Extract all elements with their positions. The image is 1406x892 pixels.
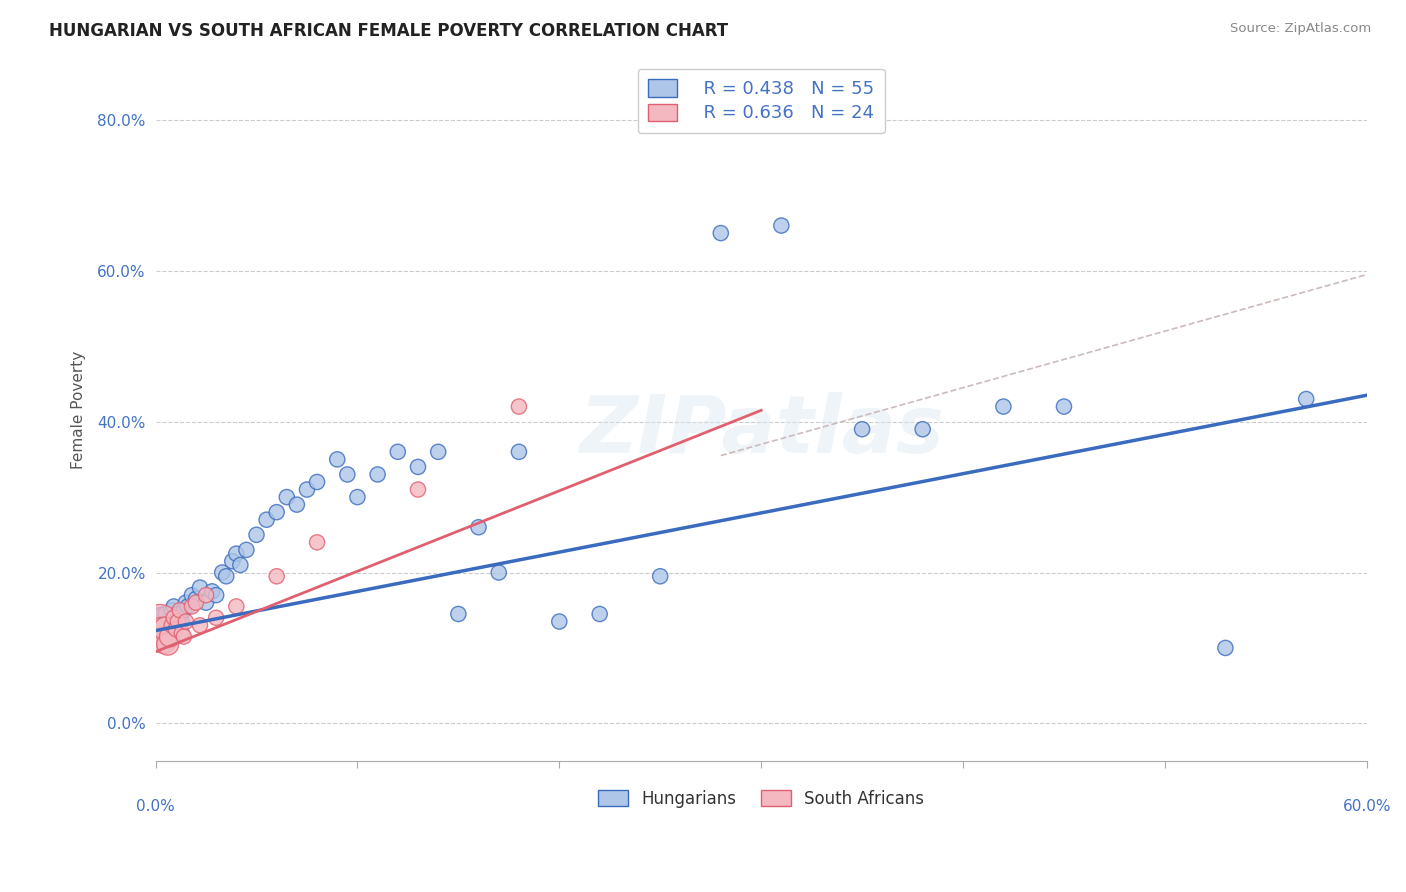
Text: ZIPatlas: ZIPatlas — [579, 392, 943, 470]
Point — [276, 490, 298, 504]
Point — [155, 622, 177, 636]
Point — [508, 445, 530, 459]
Point — [169, 603, 191, 617]
Point — [993, 400, 1015, 414]
Point — [165, 618, 187, 632]
Text: Source: ZipAtlas.com: Source: ZipAtlas.com — [1230, 22, 1371, 36]
Point — [180, 588, 202, 602]
Point — [307, 475, 329, 489]
Point — [156, 637, 179, 651]
Point — [163, 599, 186, 614]
Point — [367, 467, 389, 482]
Point — [488, 566, 510, 580]
Point — [851, 422, 873, 436]
Point — [221, 554, 243, 568]
Point — [149, 618, 172, 632]
Point — [710, 226, 733, 240]
Point — [235, 542, 257, 557]
Point — [295, 483, 318, 497]
Point — [225, 599, 247, 614]
Point — [326, 452, 349, 467]
Point — [225, 547, 247, 561]
Point — [205, 588, 228, 602]
Point — [195, 588, 218, 602]
Point — [173, 603, 195, 617]
Point — [211, 566, 233, 580]
Point — [159, 630, 181, 644]
Point — [166, 615, 188, 629]
Point — [467, 520, 489, 534]
Text: 0.0%: 0.0% — [136, 799, 174, 814]
Point — [188, 618, 211, 632]
Point — [174, 596, 197, 610]
Point — [205, 611, 228, 625]
Point — [245, 528, 267, 542]
Point — [152, 633, 174, 648]
Point — [180, 599, 202, 614]
Point — [307, 535, 329, 549]
Point — [770, 219, 793, 233]
Point — [170, 615, 193, 629]
Point — [195, 596, 218, 610]
Point — [156, 622, 179, 636]
Point — [152, 611, 174, 625]
Point — [163, 611, 186, 625]
Point — [149, 615, 172, 629]
Point — [548, 615, 571, 629]
Point — [177, 599, 200, 614]
Point — [155, 607, 177, 621]
Point — [406, 459, 429, 474]
Legend: Hungarians, South Africans: Hungarians, South Africans — [589, 781, 932, 816]
Point — [1295, 392, 1317, 406]
Point — [1215, 640, 1237, 655]
Point — [387, 445, 409, 459]
Point — [166, 607, 188, 621]
Point — [650, 569, 672, 583]
Point — [346, 490, 368, 504]
Point — [160, 603, 183, 617]
Point — [336, 467, 359, 482]
Point — [447, 607, 470, 621]
Point — [174, 615, 197, 629]
Text: HUNGARIAN VS SOUTH AFRICAN FEMALE POVERTY CORRELATION CHART: HUNGARIAN VS SOUTH AFRICAN FEMALE POVERT… — [49, 22, 728, 40]
Point — [229, 558, 252, 572]
Point — [170, 625, 193, 640]
Point — [911, 422, 934, 436]
Point — [266, 569, 288, 583]
Point — [150, 625, 173, 640]
Point — [406, 483, 429, 497]
Point — [266, 505, 288, 519]
Point — [508, 400, 530, 414]
Point — [173, 630, 195, 644]
Point — [215, 569, 238, 583]
Point — [285, 498, 308, 512]
Point — [184, 591, 207, 606]
Point — [201, 584, 224, 599]
Point — [1053, 400, 1076, 414]
Point — [160, 618, 183, 632]
Y-axis label: Female Poverty: Female Poverty — [72, 351, 86, 469]
Point — [188, 581, 211, 595]
Point — [159, 618, 181, 632]
Text: 60.0%: 60.0% — [1343, 799, 1391, 814]
Point — [165, 622, 187, 636]
Point — [589, 607, 612, 621]
Point — [256, 513, 278, 527]
Point — [184, 596, 207, 610]
Point — [169, 611, 191, 625]
Point — [427, 445, 450, 459]
